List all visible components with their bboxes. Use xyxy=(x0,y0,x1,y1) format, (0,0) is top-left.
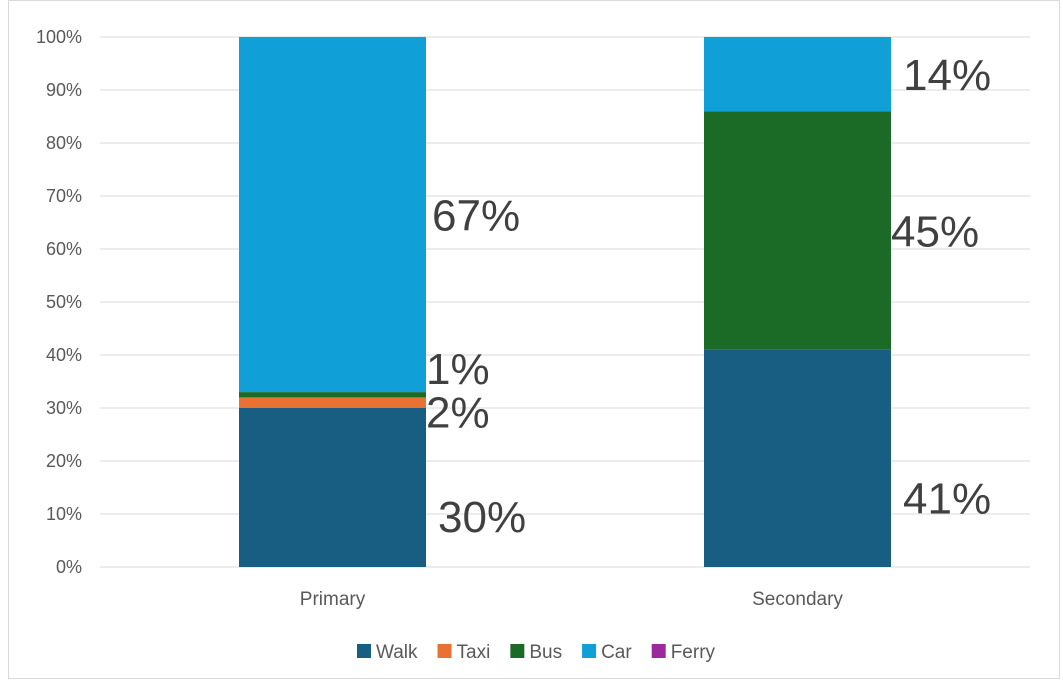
x-axis-categories: Primary Secondary xyxy=(300,589,844,610)
y-tick-label: 50% xyxy=(46,292,82,312)
data-label-bus-secondary: 45% xyxy=(891,207,979,256)
y-tick-label: 30% xyxy=(46,398,82,418)
legend-label: Car xyxy=(601,642,632,663)
data-label-walk-secondary: 41% xyxy=(903,474,991,523)
legend-item-bus: Bus xyxy=(510,642,562,663)
legend-label: Taxi xyxy=(457,642,491,663)
y-tick-label: 80% xyxy=(46,133,82,153)
legend-label: Bus xyxy=(529,642,562,663)
y-tick-label: 10% xyxy=(46,504,82,524)
legend-item-taxi: Taxi xyxy=(437,642,491,663)
bar-walk-secondary xyxy=(704,349,891,567)
bar-car-primary xyxy=(239,37,426,393)
legend-swatch xyxy=(437,644,452,658)
y-tick-label: 90% xyxy=(46,80,82,100)
legend-swatch xyxy=(651,644,666,658)
data-label-taxi-primary: 2% xyxy=(426,388,490,437)
bar-bus-primary xyxy=(239,392,426,398)
bar-car-secondary xyxy=(704,37,891,112)
bar-taxi-primary xyxy=(239,397,426,408)
y-tick-label: 70% xyxy=(46,186,82,206)
y-tick-label: 40% xyxy=(46,345,82,365)
y-axis-ticks: 0% 10% 20% 30% 40% 50% 60% 70% 80% 90% 100% xyxy=(36,27,82,577)
legend-swatch xyxy=(357,644,371,658)
legend-swatch xyxy=(582,644,597,658)
legend-item-ferry: Ferry xyxy=(651,642,716,663)
data-label-car-primary: 67% xyxy=(432,192,520,241)
legend-item-walk: Walk xyxy=(357,642,418,663)
bar-walk-primary xyxy=(239,408,426,567)
bars xyxy=(239,37,891,567)
data-label-walk-primary: 30% xyxy=(438,493,526,542)
legend-item-car: Car xyxy=(582,642,632,663)
y-tick-label: 60% xyxy=(46,239,82,259)
y-tick-label: 20% xyxy=(46,451,82,471)
legend: Walk Taxi Bus Car Ferry xyxy=(357,642,716,663)
data-label-car-secondary: 14% xyxy=(903,51,991,100)
y-tick-label: 0% xyxy=(56,557,82,577)
data-labels: 30% 2%1% 67% 41% 45% 14% xyxy=(426,51,991,542)
data-label-bus-primary: 1% xyxy=(426,345,490,394)
legend-swatch xyxy=(510,644,525,658)
category-label-secondary: Secondary xyxy=(752,589,843,610)
y-tick-label: 100% xyxy=(36,27,82,47)
legend-label: Walk xyxy=(376,642,418,663)
legend-label: Ferry xyxy=(671,642,716,663)
bar-bus-secondary xyxy=(704,111,891,350)
category-label-primary: Primary xyxy=(300,589,366,610)
